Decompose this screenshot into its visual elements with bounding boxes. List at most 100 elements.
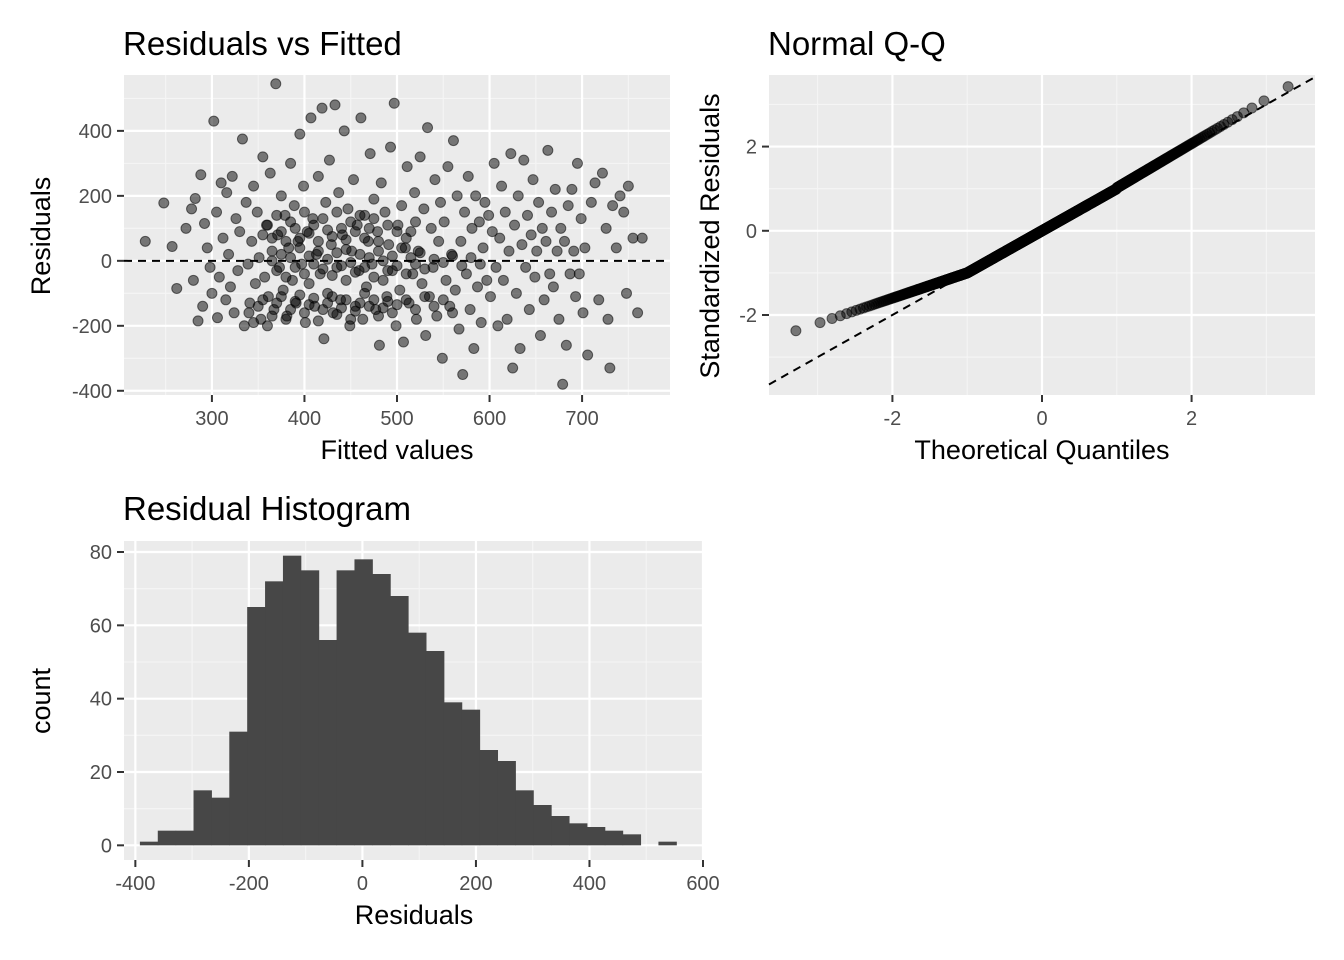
residual-point	[465, 252, 477, 264]
histogram-bar	[247, 607, 266, 846]
residual-point	[436, 352, 448, 364]
histogram-bar	[479, 750, 499, 846]
residual-point	[462, 170, 474, 182]
residual-point	[363, 252, 375, 264]
residual-point	[187, 274, 199, 286]
residual-point	[264, 167, 276, 179]
residual-point	[544, 268, 556, 280]
residual-point	[354, 248, 366, 260]
residual-point	[335, 222, 347, 234]
residual-point	[204, 261, 216, 273]
residual-point	[251, 206, 263, 218]
residual-point	[507, 362, 519, 374]
residual-point	[246, 235, 258, 247]
x-tick-label: 300	[195, 408, 228, 430]
residual-point	[560, 339, 572, 351]
residual-point	[294, 232, 306, 244]
y-tick-label: 0	[746, 221, 757, 243]
residual-point	[473, 216, 485, 228]
residual-point	[538, 294, 550, 306]
residual-point	[298, 206, 310, 218]
residuals-vs-fitted-panel: Residuals vs Fitted 300 400 500 600 700 -400…	[26, 25, 670, 465]
y-tick-label: -2	[739, 305, 757, 327]
y-tick-label: 0	[101, 251, 112, 273]
residual-point	[197, 300, 209, 312]
residual-point	[368, 294, 380, 306]
qq-point	[1282, 81, 1294, 93]
residual-point	[253, 252, 265, 264]
residual-point	[372, 310, 384, 322]
residual-point	[481, 274, 493, 286]
residual-point	[217, 232, 229, 244]
residual-point	[340, 294, 352, 306]
residual-point	[249, 278, 261, 290]
residual-point	[433, 235, 445, 247]
histogram-bar	[551, 816, 570, 846]
residual-point	[275, 226, 287, 238]
residual-point	[359, 232, 371, 244]
residual-point	[551, 245, 563, 257]
residual-point	[280, 313, 292, 325]
residual-point	[312, 315, 324, 327]
y-tick-label: 2	[746, 137, 757, 159]
residual-point	[345, 313, 357, 325]
residual-point	[610, 242, 622, 254]
residual-point	[340, 274, 352, 286]
residual-point	[564, 268, 576, 280]
histogram-bar	[622, 834, 642, 846]
qq-point	[1246, 102, 1258, 114]
residual-point	[211, 206, 223, 218]
residual-point	[614, 190, 626, 202]
histogram-bar	[139, 841, 159, 846]
residual-point	[559, 235, 571, 247]
residual-point	[442, 161, 454, 173]
residual-point	[294, 289, 306, 301]
residual-point	[308, 258, 320, 270]
x-tick-label: 500	[380, 408, 413, 430]
residual-point	[266, 232, 278, 244]
residual-point	[453, 323, 465, 335]
residual-point	[391, 260, 403, 272]
residual-point	[303, 250, 315, 262]
residual-point	[431, 310, 443, 322]
residual-point	[340, 243, 352, 255]
hist-x-axis-title: Residuals	[355, 900, 474, 930]
residual-point	[600, 222, 612, 234]
residual-point	[158, 197, 170, 209]
residual-point	[414, 247, 426, 259]
residual-point	[555, 222, 567, 234]
residual-point	[579, 242, 591, 254]
qq-point	[1238, 107, 1250, 119]
residual-point	[317, 263, 329, 275]
x-tick-label: 600	[686, 873, 719, 895]
residual-point	[466, 222, 478, 234]
residual-point	[349, 266, 361, 278]
residual-point	[340, 234, 352, 246]
residual-point	[527, 174, 539, 186]
residual-point	[428, 253, 440, 265]
residual-point	[363, 222, 375, 234]
residual-point	[470, 190, 482, 202]
residual-point	[451, 190, 463, 202]
x-tick-label: 400	[288, 408, 321, 430]
residual-point	[323, 154, 335, 166]
residual-point	[220, 294, 232, 306]
residual-point	[401, 161, 413, 173]
residual-point	[496, 180, 508, 192]
residual-point	[368, 193, 380, 205]
residual-point	[349, 305, 361, 317]
residual-point	[312, 245, 324, 257]
residual-point	[425, 222, 437, 234]
residual-point	[186, 203, 198, 215]
residual-point	[510, 287, 522, 299]
residual-point	[627, 232, 639, 244]
residual-point	[391, 299, 403, 311]
residual-point	[348, 174, 360, 186]
y-tick-label: 40	[90, 689, 112, 711]
residual-point	[525, 229, 537, 241]
residual-point	[447, 135, 459, 147]
residual-point	[223, 248, 235, 260]
hist-y-axis-title: count	[26, 667, 56, 734]
residual-point	[312, 235, 324, 247]
